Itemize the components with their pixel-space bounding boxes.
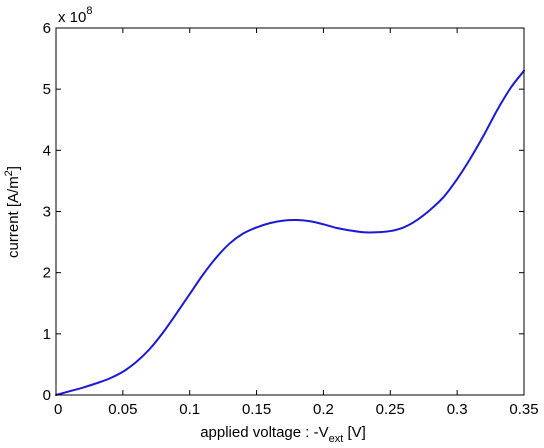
x-axis-label-unit: [V] (343, 424, 366, 441)
x-axis-label-sub: ext (329, 433, 344, 445)
x-axis-label-main: applied voltage : -V (200, 424, 328, 441)
x-tick-label: 0.35 (509, 401, 538, 418)
y-tick-label: 4 (43, 142, 51, 159)
y-axis-label-main: current [A/m (5, 176, 22, 258)
y-axis-label: current [A/m2] (3, 166, 22, 258)
series-line (55, 69, 525, 396)
x-tick-label: 0.1 (179, 401, 200, 418)
y-tick-label: 1 (43, 326, 51, 343)
y-tick-label: 2 (43, 265, 51, 282)
x-tick-label: 0 (54, 401, 62, 418)
plot-frame (55, 27, 525, 396)
y-axis-multiplier: x 108 (58, 5, 92, 26)
x-tick-label: 0.05 (108, 401, 137, 418)
x-tick-label: 0.3 (447, 401, 468, 418)
y-tick-label: 3 (43, 204, 51, 221)
series-layer (55, 69, 525, 396)
y-tick-label: 0 (43, 387, 51, 404)
x-tick-label: 0.15 (242, 401, 271, 418)
x-tick-label: 0.2 (313, 401, 334, 418)
tick-labels-layer: 0 0.05 0.1 0.15 0.2 0.25 0.3 0.35 0 1 2 3 4 5 6 (43, 20, 539, 418)
x-axis-label: applied voltage : -Vext [V] (200, 424, 366, 445)
y-axis-label-sup: 2 (3, 170, 15, 176)
y-multiplier-exponent: 8 (86, 5, 92, 17)
y-tick-label: 6 (43, 20, 51, 37)
x-tick-label: 0.25 (376, 401, 405, 418)
y-multiplier-base: x 10 (58, 9, 86, 26)
y-axis-label-end: ] (5, 166, 22, 170)
y-tick-label: 5 (43, 81, 51, 98)
ticks-layer (55, 27, 525, 396)
